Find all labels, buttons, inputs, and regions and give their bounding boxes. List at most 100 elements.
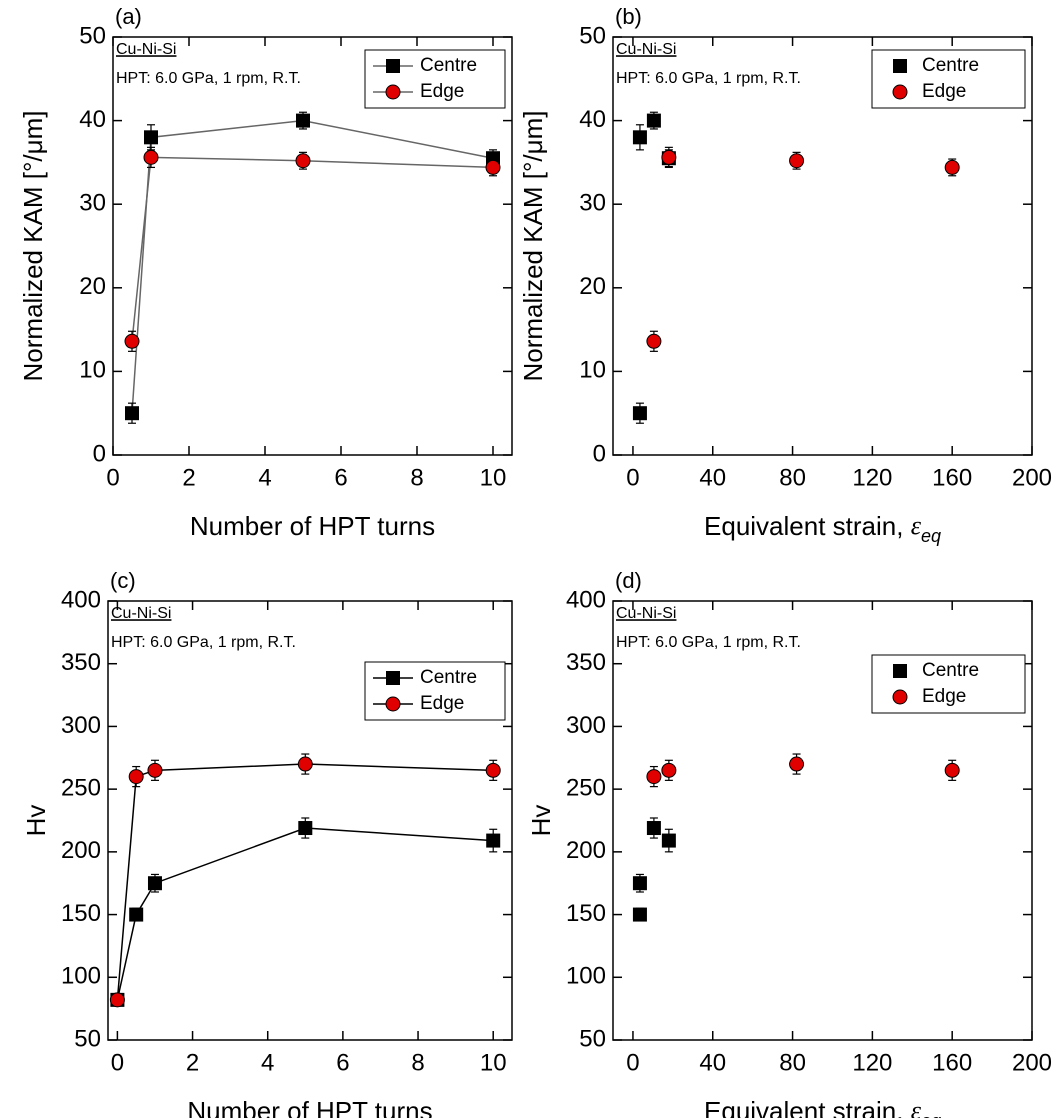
x-tick-label: 6 bbox=[334, 464, 347, 491]
data-point bbox=[661, 762, 677, 778]
y-tick-label: 50 bbox=[579, 1025, 606, 1052]
data-point bbox=[646, 113, 661, 128]
x-tick-label: 200 bbox=[1012, 464, 1052, 491]
x-axis-label-subscript: eq bbox=[921, 1111, 941, 1118]
x-axis-label-text: Number of HPT turns bbox=[187, 1096, 432, 1118]
y-tick-label: 10 bbox=[579, 357, 606, 384]
y-tick-label: 20 bbox=[79, 273, 106, 300]
data-point bbox=[125, 406, 139, 421]
x-tick-label: 120 bbox=[852, 1049, 892, 1076]
y-tick-label: 20 bbox=[579, 273, 606, 300]
annotation: HPT: 6.0 GPa, 1 rpm, R.T. bbox=[111, 634, 296, 651]
x-tick-label: 8 bbox=[411, 1049, 424, 1076]
data-point bbox=[661, 833, 676, 848]
legend-marker bbox=[385, 84, 401, 100]
x-tick-label: 160 bbox=[932, 1049, 972, 1076]
legend-marker bbox=[386, 671, 400, 685]
panel-label: (c) bbox=[110, 568, 136, 593]
data-point bbox=[128, 769, 144, 785]
y-tick-label: 250 bbox=[566, 774, 606, 801]
legend-label: Edge bbox=[922, 81, 966, 102]
y-tick-label: 300 bbox=[61, 712, 101, 739]
x-axis-label-text: Equivalent strain, bbox=[704, 1096, 911, 1118]
data-point bbox=[789, 153, 805, 169]
y-tick-label: 350 bbox=[61, 649, 101, 676]
legend-label: Centre bbox=[922, 55, 979, 76]
x-tick-label: 40 bbox=[699, 1049, 726, 1076]
legend-label: Edge bbox=[420, 693, 464, 714]
y-tick-label: 50 bbox=[579, 22, 606, 49]
legend-label: Edge bbox=[922, 686, 966, 707]
y-tick-label: 150 bbox=[566, 900, 606, 927]
data-point bbox=[147, 762, 163, 778]
panel-label: (b) bbox=[615, 4, 642, 29]
y-axis-label: Normalized KAM [°/μm] bbox=[518, 111, 548, 382]
data-point bbox=[661, 149, 677, 165]
y-tick-label: 200 bbox=[566, 837, 606, 864]
y-tick-label: 300 bbox=[566, 712, 606, 739]
y-tick-label: 10 bbox=[79, 357, 106, 384]
data-point bbox=[296, 113, 310, 128]
legend-marker bbox=[892, 84, 908, 100]
x-axis-label: Number of HPT turns bbox=[187, 1096, 432, 1118]
x-axis-label-symbol: ε bbox=[911, 511, 922, 540]
y-tick-label: 30 bbox=[579, 190, 606, 217]
annotation: Cu-Ni-Si bbox=[111, 605, 171, 622]
data-point bbox=[632, 130, 647, 145]
x-tick-label: 120 bbox=[852, 464, 892, 491]
x-tick-label: 4 bbox=[261, 1049, 274, 1076]
legend-label: Edge bbox=[420, 81, 464, 102]
series-line bbox=[116, 827, 494, 1001]
series-line bbox=[131, 119, 494, 414]
data-point bbox=[124, 333, 140, 349]
data-point bbox=[129, 907, 144, 922]
x-tick-label: 200 bbox=[1012, 1049, 1052, 1076]
x-tick-label: 0 bbox=[106, 464, 119, 491]
data-point bbox=[632, 406, 647, 421]
data-point bbox=[144, 130, 158, 145]
x-tick-label: 10 bbox=[480, 464, 507, 491]
series-line bbox=[116, 763, 494, 1000]
x-axis-label: Equivalent strain, εeq bbox=[704, 511, 941, 546]
annotation: Cu-Ni-Si bbox=[616, 605, 676, 622]
y-tick-label: 50 bbox=[79, 22, 106, 49]
x-tick-label: 4 bbox=[258, 464, 271, 491]
data-point bbox=[646, 333, 662, 349]
x-tick-label: 8 bbox=[410, 464, 423, 491]
x-axis-label-symbol: ε bbox=[911, 1096, 922, 1118]
data-point bbox=[297, 756, 313, 772]
y-tick-label: 350 bbox=[566, 649, 606, 676]
data-point bbox=[632, 876, 647, 891]
legend-marker bbox=[893, 59, 907, 73]
x-axis-label: Equivalent strain, εeq bbox=[704, 1096, 941, 1118]
data-point bbox=[295, 153, 311, 169]
legend-marker bbox=[893, 664, 907, 678]
legend-label: Centre bbox=[922, 660, 979, 681]
y-tick-label: 50 bbox=[74, 1025, 101, 1052]
data-point bbox=[486, 833, 501, 848]
panel-label: (a) bbox=[115, 4, 142, 29]
y-tick-label: 100 bbox=[566, 963, 606, 990]
data-point bbox=[632, 907, 647, 922]
x-tick-label: 6 bbox=[336, 1049, 349, 1076]
x-tick-label: 0 bbox=[626, 1049, 639, 1076]
legend-label: Centre bbox=[420, 55, 477, 76]
x-tick-label: 80 bbox=[779, 464, 806, 491]
data-point bbox=[298, 821, 313, 836]
x-axis-label-subscript: eq bbox=[921, 526, 941, 546]
y-tick-label: 0 bbox=[593, 440, 606, 467]
x-tick-label: 10 bbox=[480, 1049, 507, 1076]
data-point bbox=[646, 769, 662, 785]
annotation: Cu-Ni-Si bbox=[616, 41, 676, 58]
annotation: HPT: 6.0 GPa, 1 rpm, R.T. bbox=[616, 70, 801, 87]
y-tick-label: 30 bbox=[79, 190, 106, 217]
x-tick-label: 2 bbox=[182, 464, 195, 491]
annotation: HPT: 6.0 GPa, 1 rpm, R.T. bbox=[616, 634, 801, 651]
data-point bbox=[789, 756, 805, 772]
x-tick-label: 160 bbox=[932, 464, 972, 491]
plot-frame bbox=[112, 36, 513, 456]
y-axis-label: Hv bbox=[21, 805, 51, 837]
annotation: Cu-Ni-Si bbox=[116, 41, 176, 58]
plot-frame bbox=[612, 36, 1033, 456]
